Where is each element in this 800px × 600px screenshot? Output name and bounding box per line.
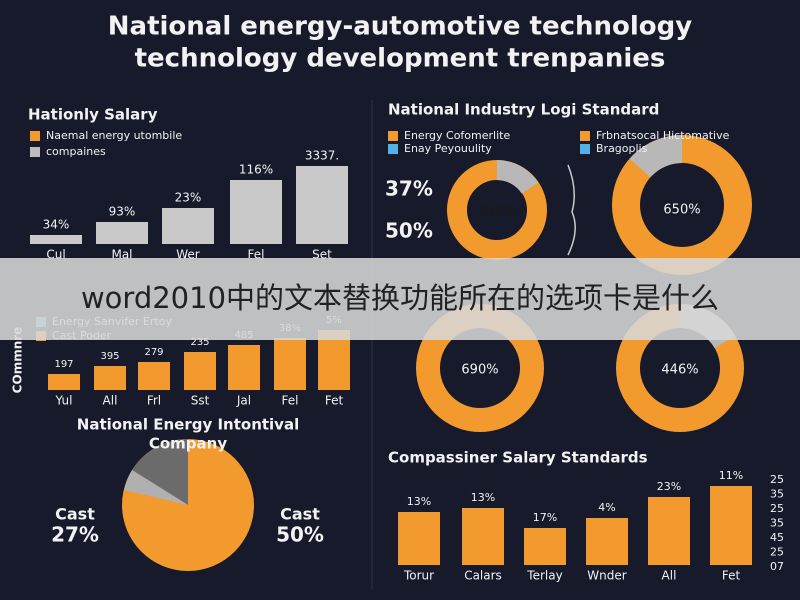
bar <box>710 486 752 565</box>
legend-swatch <box>30 147 40 157</box>
bar-label: 23% <box>657 480 681 493</box>
panel-title: Company <box>149 435 227 453</box>
legend-swatch <box>580 131 590 141</box>
generated: Naemal energy utombile compaines Energy Co… <box>30 129 784 583</box>
bar-label: 11% <box>719 469 743 482</box>
bar-label: 395 <box>100 351 119 362</box>
category-label: Yul <box>55 394 73 408</box>
pie-label: Cast <box>280 505 320 524</box>
banner-text: word2010中的文本替换功能所在的选项卡是什么 <box>81 281 719 315</box>
bar <box>228 345 260 390</box>
bar <box>48 374 80 390</box>
pie-label: 50% <box>276 523 324 547</box>
pie-slice <box>132 439 188 505</box>
title-line: National energy-automotive technology <box>108 12 692 42</box>
donut <box>447 160 547 260</box>
bar-label: 279 <box>144 347 163 358</box>
category-label: Wnder <box>587 569 626 583</box>
bar <box>30 235 82 244</box>
bar-label: 17% <box>533 511 557 524</box>
bar-label: 23% <box>175 191 202 205</box>
donut-label: 650% <box>663 203 700 218</box>
axis-label: 25 <box>770 502 784 515</box>
category-label: Fet <box>325 394 344 408</box>
bar <box>138 362 170 390</box>
donut-slice <box>629 135 683 178</box>
category-label: Fel <box>282 394 299 408</box>
bar-label: 3337. <box>305 149 339 163</box>
pie-label: Cast <box>55 505 95 524</box>
side-label: 37% <box>385 177 433 201</box>
pie-label: 27% <box>51 523 99 547</box>
bar <box>524 528 566 565</box>
bar <box>398 512 440 565</box>
bar <box>648 497 690 565</box>
panel-title: National Industry Logi Standard <box>388 101 659 119</box>
brace <box>567 164 576 256</box>
bar <box>296 166 348 244</box>
bar <box>274 338 306 390</box>
axis-label: 35 <box>770 488 784 501</box>
legend-label: Naemal energy utombile <box>46 129 182 142</box>
bar <box>586 518 628 565</box>
legend-label: Energy Cofomerlite <box>404 129 510 142</box>
category-label: Calars <box>464 569 502 583</box>
category-label: Fet <box>722 569 741 583</box>
bar-label: 197 <box>54 359 73 370</box>
bar <box>230 180 282 244</box>
pie-slice <box>124 470 188 505</box>
legend-label: Bragoplis <box>596 142 648 155</box>
bar <box>184 352 216 390</box>
bar-label: 235 <box>190 337 209 348</box>
legend-swatch <box>388 144 398 154</box>
legend-label: Frbnatsocal Hictomative <box>596 129 730 142</box>
bar <box>96 222 148 244</box>
bar <box>94 366 126 390</box>
axis-label: 45 <box>770 531 784 544</box>
panel-title: Hationly Salary <box>28 106 158 124</box>
legend-label: compaines <box>46 145 106 158</box>
legend-swatch <box>580 144 590 154</box>
category-label: Frl <box>147 394 161 408</box>
legend-label: Enay Peyouulity <box>404 142 492 155</box>
category-label: Terlay <box>526 569 562 583</box>
bar-label: 13% <box>471 491 495 504</box>
bar-label: 4% <box>598 501 615 514</box>
panel-title: National Energy Intontival <box>77 416 299 434</box>
bar-label: 116% <box>239 163 273 177</box>
panel-title: Compassiner Salary Standards <box>388 449 648 467</box>
category-label: Torur <box>403 569 434 583</box>
bar <box>462 508 504 565</box>
donut-slice <box>496 160 539 194</box>
bar-label: 34% <box>43 218 70 232</box>
side-label: COmmnre <box>11 327 25 394</box>
category-label: Jal <box>236 394 251 408</box>
category-label: All <box>103 394 118 408</box>
side-label: 50% <box>385 219 433 243</box>
axis-label: 35 <box>770 517 784 530</box>
axis-label: 25 <box>770 546 784 559</box>
category-label: All <box>662 569 677 583</box>
category-label: Sst <box>191 394 210 408</box>
donut-label: 30% <box>478 202 516 221</box>
donut-label: 446% <box>661 363 698 378</box>
bar-label: 13% <box>407 495 431 508</box>
bar-label: 93% <box>109 205 136 219</box>
bar <box>162 208 214 244</box>
legend-swatch <box>30 131 40 141</box>
legend-swatch <box>388 131 398 141</box>
title-line: technology development trenpanies <box>135 44 666 74</box>
axis-label: 25 <box>770 473 784 486</box>
donut-label: 690% <box>461 363 498 378</box>
banner <box>0 258 800 340</box>
axis-label: 07 <box>770 560 784 573</box>
